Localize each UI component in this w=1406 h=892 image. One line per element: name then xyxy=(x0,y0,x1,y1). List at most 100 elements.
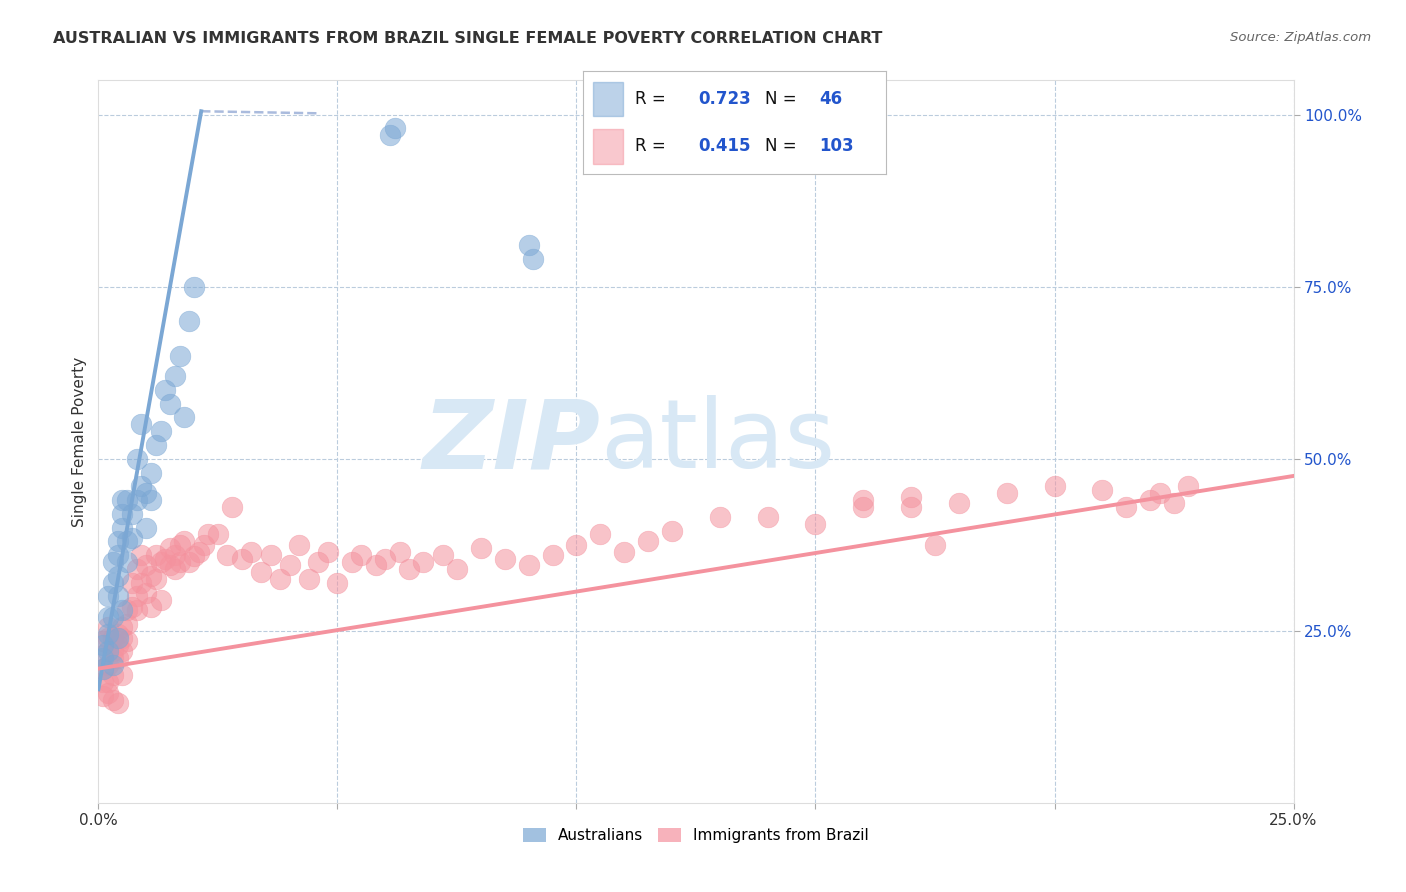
Point xyxy=(121,575,143,590)
Point xyxy=(589,527,612,541)
Point xyxy=(364,558,387,573)
Point xyxy=(221,500,243,514)
Point xyxy=(97,675,120,690)
Y-axis label: Single Female Poverty: Single Female Poverty xyxy=(72,357,87,526)
Point xyxy=(135,586,157,600)
Point xyxy=(115,493,138,508)
Point xyxy=(1115,500,1137,514)
Point xyxy=(111,603,134,617)
Point xyxy=(111,620,134,634)
Point xyxy=(101,575,124,590)
Point xyxy=(852,500,875,514)
Point xyxy=(1177,479,1199,493)
Point xyxy=(169,349,191,363)
Point xyxy=(384,121,406,136)
Point xyxy=(163,369,186,384)
Point xyxy=(149,424,172,438)
Point xyxy=(852,493,875,508)
Point xyxy=(107,638,129,652)
Point xyxy=(163,562,186,576)
Text: 103: 103 xyxy=(820,137,853,155)
Point xyxy=(231,551,253,566)
Point xyxy=(91,662,114,676)
Point xyxy=(101,668,124,682)
Point xyxy=(125,603,148,617)
Text: Source: ZipAtlas.com: Source: ZipAtlas.com xyxy=(1230,31,1371,45)
Point xyxy=(91,662,114,676)
Point xyxy=(107,568,129,582)
Point xyxy=(91,638,114,652)
Point xyxy=(326,575,349,590)
Point xyxy=(924,538,946,552)
Point xyxy=(350,548,373,562)
Point xyxy=(145,548,167,562)
Legend: Australians, Immigrants from Brazil: Australians, Immigrants from Brazil xyxy=(516,822,876,849)
Point xyxy=(316,544,339,558)
Point xyxy=(107,548,129,562)
Bar xyxy=(592,128,623,163)
Point xyxy=(278,558,301,573)
Text: R =: R = xyxy=(636,137,671,155)
Point xyxy=(97,686,120,700)
Point xyxy=(900,490,922,504)
Point xyxy=(91,675,114,690)
Point xyxy=(97,658,120,673)
Point xyxy=(187,544,209,558)
Point xyxy=(169,555,191,569)
Text: AUSTRALIAN VS IMMIGRANTS FROM BRAZIL SINGLE FEMALE POVERTY CORRELATION CHART: AUSTRALIAN VS IMMIGRANTS FROM BRAZIL SIN… xyxy=(53,31,883,46)
Point xyxy=(97,590,120,604)
Bar xyxy=(592,81,623,117)
Point xyxy=(155,551,177,566)
Point xyxy=(159,397,181,411)
Point xyxy=(298,572,321,586)
Point xyxy=(149,592,172,607)
Point xyxy=(135,558,157,573)
Point xyxy=(107,631,129,645)
Point xyxy=(145,572,167,586)
Point xyxy=(207,527,229,541)
Point xyxy=(517,238,540,252)
Point xyxy=(111,520,134,534)
Point xyxy=(995,486,1018,500)
Point xyxy=(179,314,201,328)
Point xyxy=(125,590,148,604)
Text: N =: N = xyxy=(765,137,801,155)
Point xyxy=(107,627,129,641)
Point xyxy=(412,555,434,569)
Point xyxy=(101,651,124,665)
Text: N =: N = xyxy=(765,90,801,108)
Point xyxy=(149,555,172,569)
Point xyxy=(183,279,205,293)
Point xyxy=(388,544,411,558)
Point xyxy=(125,493,148,508)
Point xyxy=(131,575,153,590)
Point xyxy=(97,627,120,641)
Point xyxy=(111,668,134,682)
Point xyxy=(135,486,157,500)
Point xyxy=(183,549,205,564)
Point xyxy=(565,538,588,552)
Point xyxy=(637,534,659,549)
Text: atlas: atlas xyxy=(600,395,835,488)
Text: 0.415: 0.415 xyxy=(699,137,751,155)
Point xyxy=(398,562,420,576)
Point xyxy=(125,451,148,466)
Point xyxy=(1149,486,1171,500)
Point xyxy=(446,562,468,576)
Text: 46: 46 xyxy=(820,90,842,108)
Point xyxy=(250,566,273,580)
Point xyxy=(111,507,134,521)
Point xyxy=(288,538,311,552)
Point xyxy=(115,616,138,631)
Point xyxy=(121,599,143,614)
Point xyxy=(131,417,153,432)
Point xyxy=(121,507,143,521)
Point xyxy=(1139,493,1161,508)
Point xyxy=(1163,496,1185,510)
Point xyxy=(522,252,544,267)
Text: R =: R = xyxy=(636,90,671,108)
Point xyxy=(259,548,281,562)
Point xyxy=(340,555,363,569)
Point xyxy=(661,524,683,538)
Point xyxy=(91,634,114,648)
